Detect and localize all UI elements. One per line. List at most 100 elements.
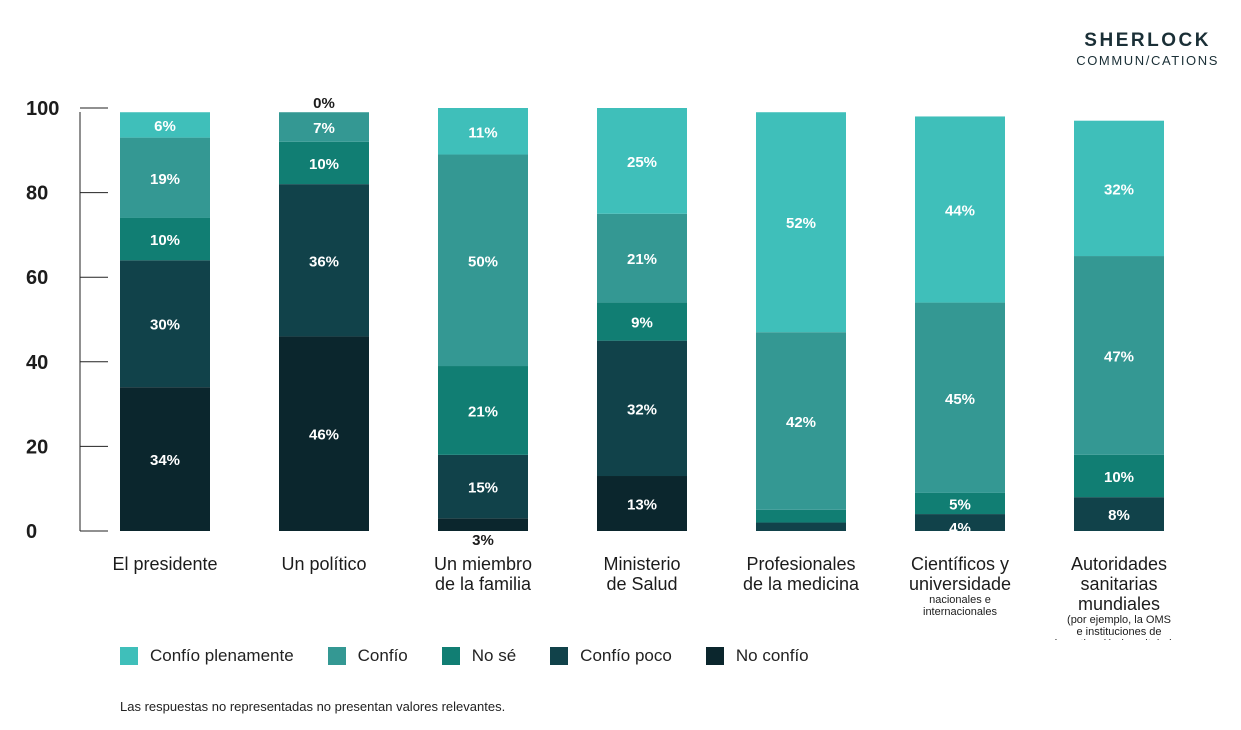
data-label: 3% <box>472 532 494 549</box>
legend-swatch <box>705 647 724 665</box>
data-label: 10% <box>150 232 180 249</box>
bar-segment <box>756 332 846 510</box>
bar-segment <box>438 154 528 367</box>
data-label: 32% <box>627 401 657 418</box>
bar-segment <box>438 454 528 519</box>
bar-segment <box>597 213 687 303</box>
data-label: 46% <box>309 427 339 444</box>
bar-segment <box>597 476 687 531</box>
bar-segment <box>279 184 369 337</box>
legend-item: Confío poco <box>550 646 672 666</box>
bar-segment <box>438 366 528 455</box>
category-label: de la medicina <box>743 574 860 594</box>
bar-segment <box>438 518 528 531</box>
category-note: investigación hospitalarias <box>1055 638 1184 640</box>
legend-label: No confío <box>735 646 809 665</box>
category-label: de la familia <box>435 574 532 594</box>
legend-label: No sé <box>471 646 517 665</box>
bar-segment <box>120 260 210 388</box>
footnote: Las respuestas no representadas no prese… <box>120 699 506 714</box>
data-label: 4% <box>949 520 971 537</box>
data-label: 44% <box>945 203 975 220</box>
bar-segment <box>597 108 687 214</box>
bar-segment <box>120 387 210 531</box>
stacked-bar-chart: 0 20 40 60 80 100 34% 30% 10% 19% 6% El presidente 4… <box>26 95 1184 640</box>
bar-segment <box>756 509 846 523</box>
legend-label: Confío poco <box>580 646 672 665</box>
data-label: 15% <box>468 480 498 497</box>
legend-label: Confío plenamente <box>150 646 294 665</box>
data-label: 47% <box>1104 348 1134 365</box>
legend-swatch <box>441 647 460 665</box>
data-label: 52% <box>786 215 816 232</box>
y-tick-label: 40 <box>26 352 48 374</box>
category-note: internacionales <box>923 606 997 618</box>
bar-segment <box>120 137 210 218</box>
bar-segment <box>1074 454 1164 498</box>
legend-item: Confío <box>327 646 408 666</box>
data-label: 11% <box>468 124 497 141</box>
legend-item: Confío plenamente <box>120 646 294 666</box>
brand-line-2: COMMUN/CATIONS <box>1076 53 1219 68</box>
bar-segment <box>597 340 687 477</box>
data-label: 50% <box>468 253 498 270</box>
data-label: 32% <box>1104 181 1134 198</box>
data-label: 8% <box>1108 507 1130 524</box>
bar-segment <box>279 141 369 185</box>
bar-segment <box>915 116 1005 303</box>
data-label: 0% <box>313 95 335 112</box>
data-label: 36% <box>309 253 339 270</box>
brand-line-1: SHERLOCK <box>1084 30 1211 51</box>
legend-swatch <box>120 647 138 665</box>
category-label: Científicos y <box>911 554 1009 574</box>
category-label: Profesionales <box>746 554 855 574</box>
category-label: sanitarias <box>1080 574 1157 594</box>
legend-swatch <box>327 647 346 665</box>
category-label: Un miembro <box>434 554 532 574</box>
legend-label: Confío <box>357 646 408 665</box>
bar-segment <box>1074 256 1164 455</box>
category-label: universidade <box>909 574 1011 594</box>
category-label: Autoridades <box>1071 554 1167 574</box>
bar-segment <box>756 112 846 333</box>
data-label: 13% <box>627 497 657 514</box>
bar-segment <box>1074 120 1164 257</box>
bar-segment <box>1074 497 1164 531</box>
category-note: e instituciones de <box>1077 626 1162 638</box>
category-note: (por ejemplo, la OMS <box>1067 614 1171 626</box>
data-label: 25% <box>627 154 657 171</box>
category-note: nacionales e <box>929 594 991 606</box>
bar-segment <box>915 492 1005 515</box>
legend-item: No sé <box>441 646 517 666</box>
category-label: El presidente <box>112 554 217 574</box>
bar-segment <box>120 112 210 138</box>
bar-segment <box>756 522 846 531</box>
data-label: 21% <box>627 251 657 268</box>
bar-segment <box>279 112 369 142</box>
data-label: 6% <box>154 118 176 135</box>
data-label: 10% <box>1104 469 1134 486</box>
bar-segment <box>915 514 1005 531</box>
bar-segment <box>915 302 1005 493</box>
data-label: 9% <box>631 315 653 332</box>
y-tick-label: 20 <box>26 436 48 458</box>
data-label: 34% <box>150 452 180 469</box>
legend: Confío plenamente Confío No sé Confío poco N… <box>120 646 843 666</box>
y-tick-label: 100 <box>26 98 59 120</box>
bar-segment <box>120 217 210 261</box>
data-label: 42% <box>786 414 816 431</box>
bar-segment <box>279 336 369 531</box>
bar-segment <box>597 302 687 341</box>
data-label: 21% <box>468 403 498 420</box>
y-tick-label: 60 <box>26 267 48 289</box>
data-label: 30% <box>150 317 180 334</box>
y-tick-label: 80 <box>26 183 48 205</box>
legend-swatch <box>550 647 569 665</box>
category-label: de Salud <box>606 574 677 594</box>
category-label: Ministerio <box>603 554 680 574</box>
bar-segment <box>438 108 528 155</box>
data-label: 19% <box>150 171 180 188</box>
data-label: 7% <box>313 120 335 137</box>
legend-item: No confío <box>705 646 809 666</box>
category-label: mundiales <box>1078 594 1160 614</box>
